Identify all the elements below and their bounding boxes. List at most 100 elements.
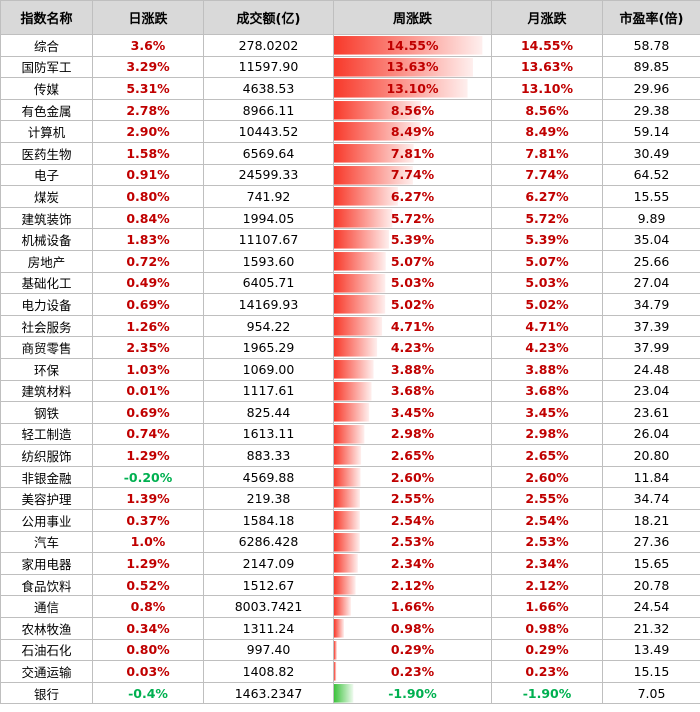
table-row: 商贸零售 2.35% 1965.29 4.23% 4.23% 37.99 (0, 336, 700, 359)
daily-change-cell: 1.03% (92, 357, 204, 381)
weekly-bar (334, 554, 358, 573)
weekly-bar-svg (334, 446, 362, 465)
weekly-bar (334, 597, 351, 617)
weekly-change-label: 13.10% (386, 80, 439, 96)
table-row: 计算机 2.90% 10443.52 8.49% 8.49% 59.14 (0, 120, 700, 143)
weekly-bar (334, 467, 361, 487)
table-row: 有色金属 2.78% 8966.11 8.56% 8.56% 29.38 (0, 98, 700, 122)
monthly-change-cell: 2.54% (491, 509, 603, 532)
table-row: 煤炭 0.80% 741.92 6.27% 6.27% 15.55 (0, 185, 700, 208)
monthly-change-cell: 0.98% (491, 617, 603, 640)
table-row: 食品饮料 0.52% 1512.67 2.12% 2.12% 20.78 (0, 573, 700, 597)
table-row: 电力设备 0.69% 14169.93 5.02% 5.02% 34.79 (0, 293, 700, 316)
monthly-change-cell: 13.10% (491, 77, 603, 100)
pe-ratio-cell: 11.84 (602, 465, 700, 489)
weekly-bar-svg (334, 251, 386, 271)
turnover-cell: 997.40 (203, 638, 334, 662)
weekly-change-label: 0.29% (390, 642, 435, 658)
turnover-cell: 11597.90 (203, 55, 334, 79)
weekly-change-cell: 2.60% (333, 465, 492, 489)
monthly-change-cell: 2.53% (491, 530, 603, 554)
daily-change-cell: -0.4% (92, 681, 204, 705)
table-row: 国防军工 3.29% 11597.90 13.63% 13.63% 89.85 (0, 55, 700, 79)
monthly-change-cell: 5.07% (491, 249, 603, 273)
daily-change-cell: 1.83% (92, 228, 204, 251)
weekly-change-label: 0.23% (390, 664, 435, 680)
index-name-cell: 石油石化 (0, 638, 93, 662)
weekly-change-label: 5.02% (390, 296, 435, 312)
weekly-bar-svg (334, 122, 421, 141)
turnover-cell: 1965.29 (203, 336, 334, 359)
weekly-change-label: -1.90% (388, 685, 437, 701)
weekly-change-label: 2.54% (390, 512, 435, 528)
pe-ratio-cell: 9.89 (602, 206, 700, 230)
daily-change-cell: 3.29% (92, 55, 204, 79)
index-name-cell: 钢铁 (0, 401, 93, 424)
table-row: 银行 -0.4% 1463.2347 -1.90% -1.90% 7.05 (0, 681, 700, 705)
index-name-cell: 美容护理 (0, 487, 93, 511)
weekly-bar-svg (334, 683, 354, 703)
weekly-change-label: 4.23% (390, 340, 435, 356)
turnover-cell: 1463.2347 (203, 681, 334, 705)
weekly-change-label: 2.55% (390, 491, 435, 507)
pe-ratio-cell: 20.80 (602, 444, 700, 467)
weekly-change-label: 3.45% (390, 404, 435, 420)
weekly-change-cell: 4.23% (333, 336, 492, 359)
weekly-change-label: 2.53% (390, 534, 435, 550)
weekly-change-label: 7.81% (390, 145, 435, 161)
weekly-bar (334, 489, 360, 509)
pe-ratio-cell: 89.85 (602, 55, 700, 79)
weekly-bar-svg (334, 575, 356, 595)
turnover-cell: 741.92 (203, 185, 334, 208)
daily-change-cell: 0.91% (92, 163, 204, 187)
monthly-change-cell: 3.45% (491, 401, 603, 424)
table-row: 综合 3.6% 278.0202 14.55% 14.55% 58.78 (0, 34, 700, 57)
weekly-change-label: 2.12% (390, 577, 435, 593)
weekly-bar (334, 273, 386, 293)
header-index-name: 指数名称 (0, 0, 93, 35)
index-name-cell: 食品饮料 (0, 573, 93, 597)
daily-change-cell: 0.69% (92, 293, 204, 316)
turnover-cell: 6286.428 (203, 530, 334, 554)
index-name-cell: 商贸零售 (0, 336, 93, 359)
turnover-cell: 1512.67 (203, 573, 334, 597)
weekly-bar (334, 57, 473, 77)
weekly-bar (334, 251, 386, 271)
turnover-cell: 278.0202 (203, 34, 334, 57)
weekly-change-label: 2.65% (390, 448, 435, 464)
pe-ratio-cell: 35.04 (602, 228, 700, 251)
index-name-cell: 房地产 (0, 249, 93, 273)
index-name-cell: 汽车 (0, 530, 93, 554)
monthly-change-cell: 6.27% (491, 185, 603, 208)
weekly-bar-svg (334, 489, 360, 509)
pe-ratio-cell: 20.78 (602, 573, 700, 597)
weekly-bar-svg (334, 662, 337, 681)
daily-change-cell: 0.8% (92, 595, 204, 619)
header-pe-ratio: 市盈率(倍) (602, 0, 700, 35)
turnover-cell: 4638.53 (203, 77, 334, 100)
table-row: 交通运输 0.03% 1408.82 0.23% 0.23% 15.15 (0, 660, 700, 683)
daily-change-cell: 0.74% (92, 422, 204, 446)
weekly-change-cell: 8.49% (333, 120, 492, 143)
index-name-cell: 基础化工 (0, 271, 93, 295)
header-row: 指数名称 日涨跌 成交额(亿) 周涨跌 月涨跌 市盈率(倍) (0, 0, 700, 35)
turnover-cell: 11107.67 (203, 228, 334, 251)
weekly-bar-svg (334, 467, 361, 487)
index-name-cell: 交通运输 (0, 660, 93, 683)
pe-ratio-cell: 30.49 (602, 141, 700, 165)
weekly-change-cell: 7.81% (333, 141, 492, 165)
table-row: 社会服务 1.26% 954.22 4.71% 4.71% 37.39 (0, 314, 700, 338)
weekly-change-label: 5.07% (390, 253, 435, 269)
index-name-cell: 轻工制造 (0, 422, 93, 446)
pe-ratio-cell: 37.39 (602, 314, 700, 338)
weekly-change-cell: 1.66% (333, 595, 492, 619)
weekly-bar (334, 122, 421, 141)
index-name-cell: 通信 (0, 595, 93, 619)
weekly-bar-svg (334, 532, 360, 552)
header-turnover: 成交额(亿) (203, 0, 334, 35)
turnover-cell: 14169.93 (203, 293, 334, 316)
turnover-cell: 1311.24 (203, 617, 334, 640)
weekly-bar-svg (334, 36, 483, 55)
pe-ratio-cell: 26.04 (602, 422, 700, 446)
